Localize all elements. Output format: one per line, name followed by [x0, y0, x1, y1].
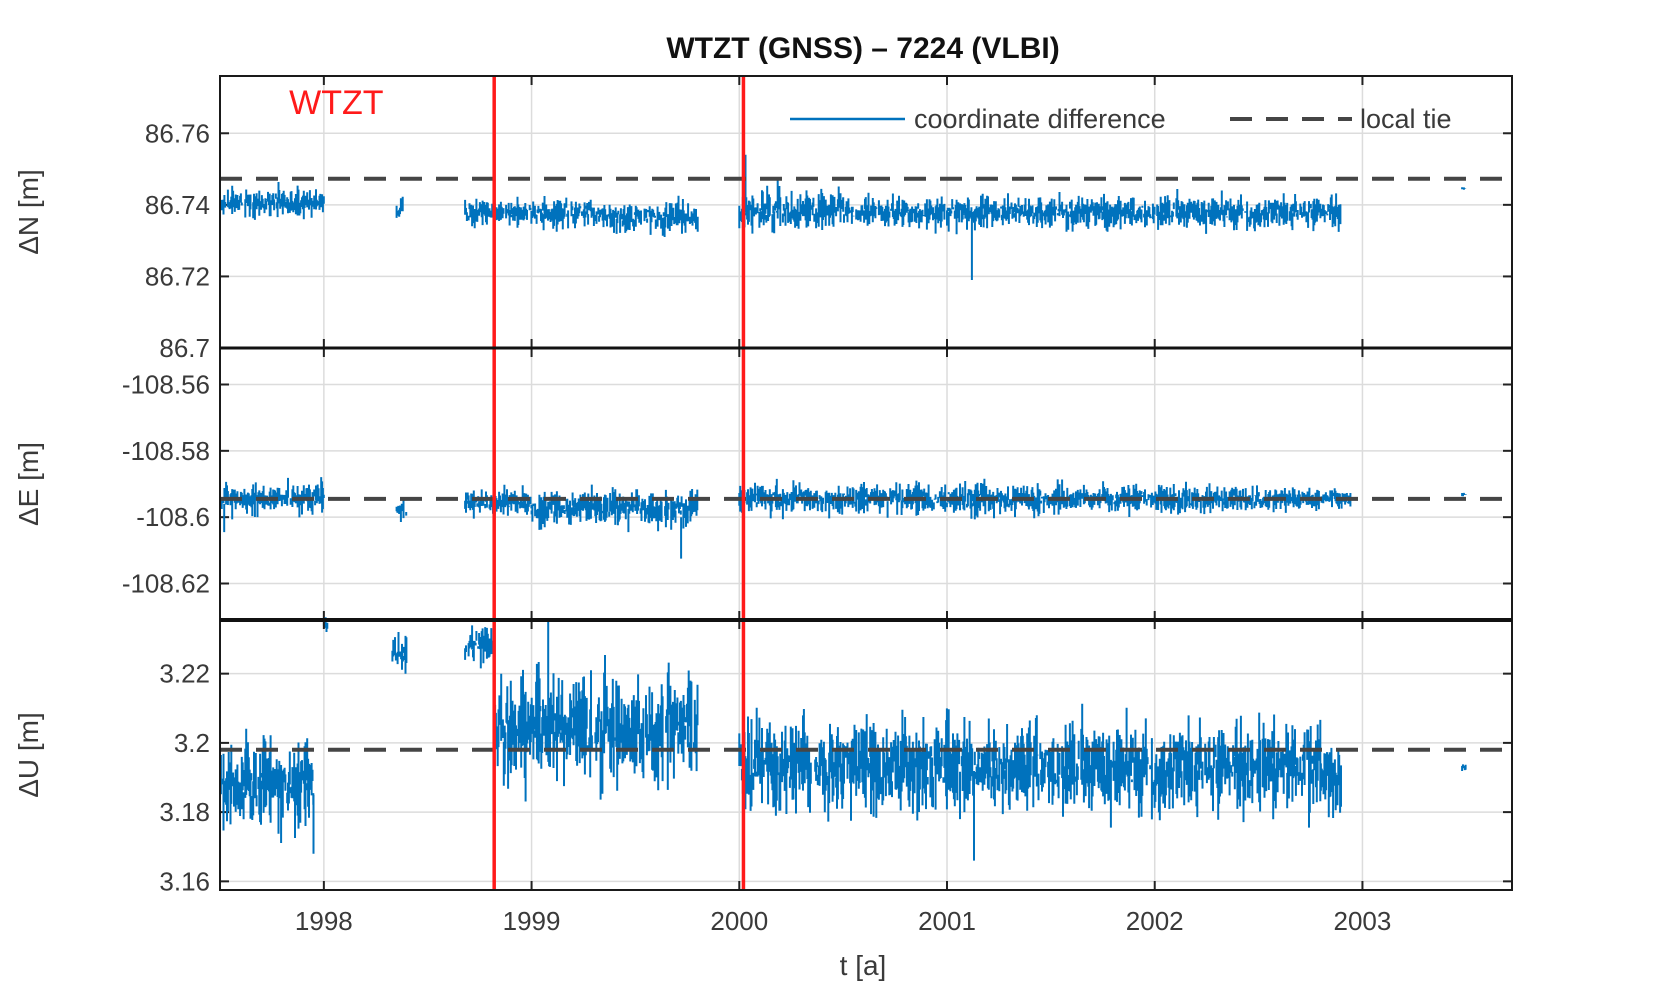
y-tick-label: -108.6: [136, 502, 210, 532]
y-tick-label: 3.18: [159, 797, 210, 827]
legend: coordinate difference local tie: [790, 104, 1452, 134]
annotation-wtzt: WTZT: [289, 84, 383, 122]
panel-north: 86.7 86.72 86.74 86.76 ΔN [m]: [13, 75, 1513, 363]
y-tick-label: 3.16: [159, 866, 210, 896]
y-axis-label: ΔE [m]: [13, 442, 44, 526]
x-tick-label: 1998: [295, 906, 353, 936]
x-axis-label: t [a]: [840, 950, 887, 981]
panel-east: -108.62 -108.6 -108.58 -108.56 ΔE [m]: [13, 347, 1513, 621]
y-tick-label: -108.62: [122, 569, 210, 599]
panel-background: [220, 348, 1512, 620]
legend-label-local-tie: local tie: [1360, 104, 1452, 134]
x-tick-label: 2003: [1334, 906, 1392, 936]
x-tick-label: 2001: [918, 906, 976, 936]
y-tick-label: 3.2: [174, 728, 210, 758]
legend-label-coordinate-difference: coordinate difference: [914, 104, 1166, 134]
y-tick-label: 86.7: [159, 333, 210, 363]
y-tick-label: -108.56: [122, 369, 210, 399]
chart-title: WTZT (GNSS) – 7224 (VLBI): [666, 32, 1059, 65]
y-tick-label: -108.58: [122, 436, 210, 466]
y-tick-label: 86.74: [145, 190, 210, 220]
x-tick-label: 1999: [503, 906, 561, 936]
y-tick-label: 3.22: [159, 659, 210, 689]
x-tick-label: 2000: [710, 906, 768, 936]
x-tick-label: 2002: [1126, 906, 1184, 936]
y-axis-label: ΔU [m]: [13, 712, 44, 798]
panel-up: 3.16 3.18 3.2 3.22 ΔU [m]: [13, 617, 1513, 896]
y-tick-label: 86.72: [145, 261, 210, 291]
y-axis-label: ΔN [m]: [13, 169, 44, 255]
y-tick-label: 86.76: [145, 118, 210, 148]
